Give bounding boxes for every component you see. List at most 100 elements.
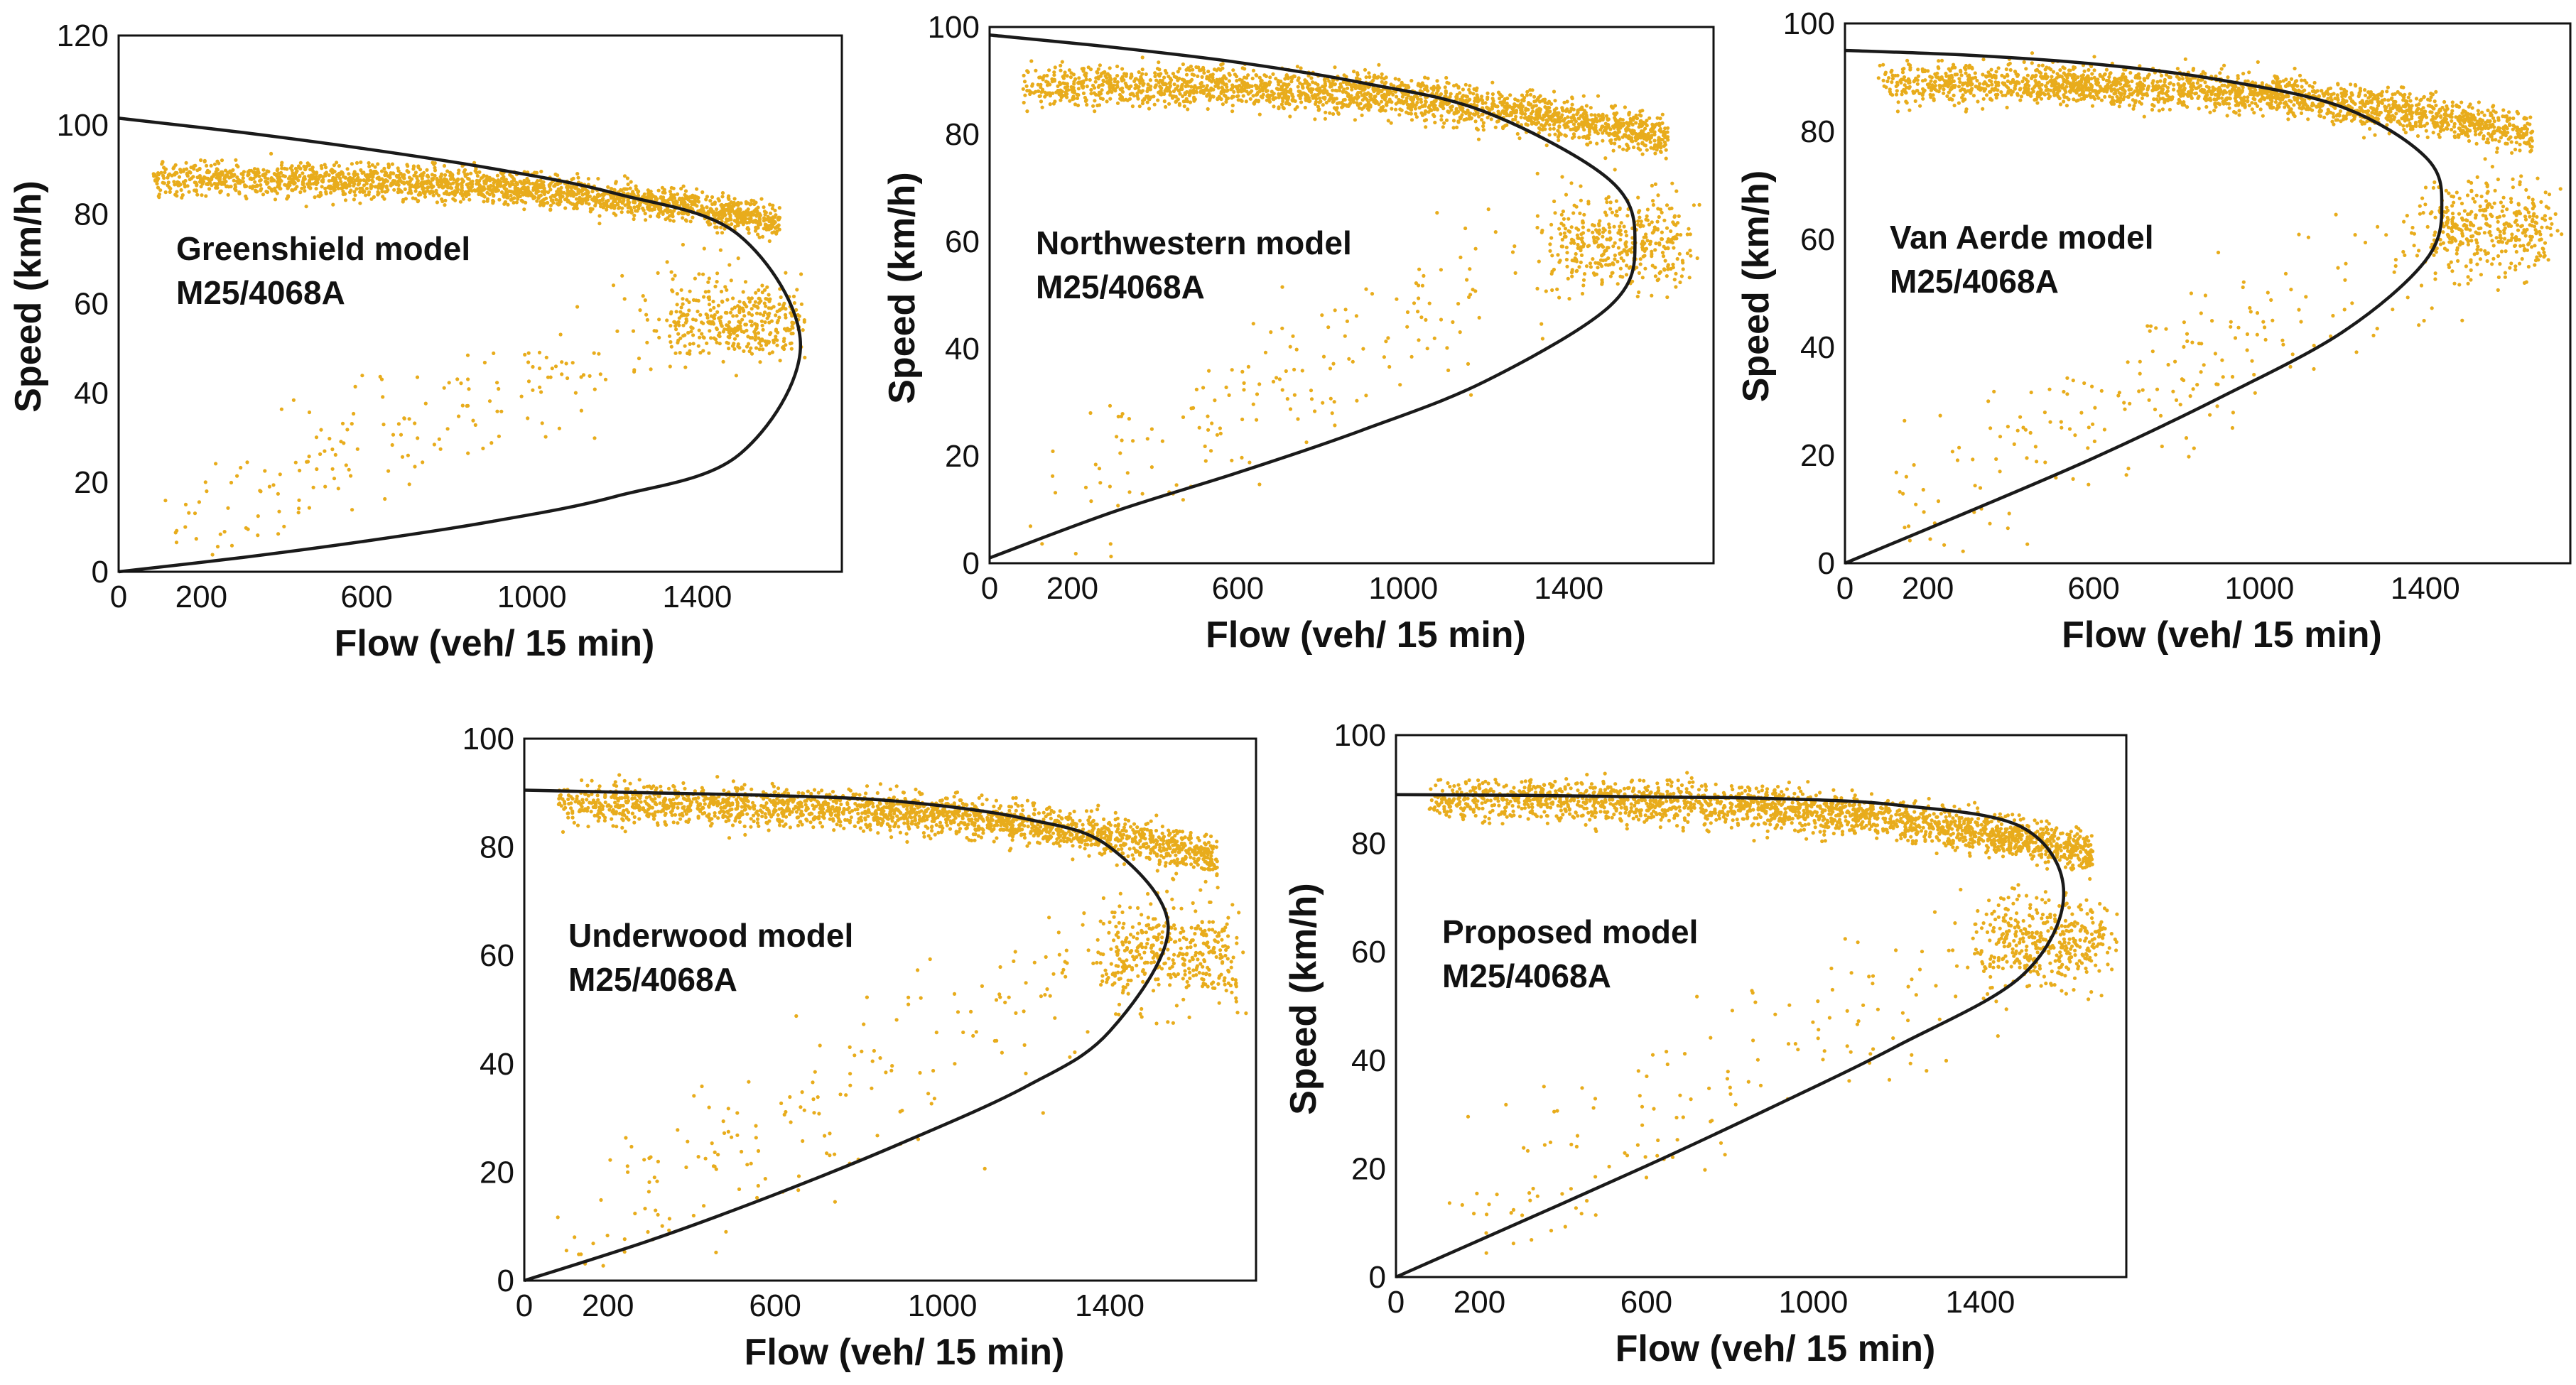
data-point <box>754 324 759 328</box>
data-point <box>238 181 242 185</box>
data-point <box>298 161 303 165</box>
data-point <box>373 185 377 189</box>
data-point <box>736 203 740 207</box>
data-point <box>416 165 421 170</box>
data-point <box>1323 80 1327 84</box>
data-point <box>1287 89 1291 94</box>
data-point <box>1098 63 1102 67</box>
data-point <box>681 323 686 327</box>
data-point <box>207 187 212 191</box>
data-point <box>702 246 706 251</box>
data-point <box>725 208 729 212</box>
data-point <box>1584 264 1589 268</box>
data-point <box>548 188 553 192</box>
data-point <box>1562 123 1566 127</box>
data-point <box>1332 400 1336 404</box>
data-point <box>1454 94 1459 99</box>
data-point <box>344 463 348 467</box>
data-point <box>1665 274 1669 278</box>
data-point <box>691 215 695 219</box>
data-point <box>396 187 401 191</box>
data-point <box>691 317 696 322</box>
data-point <box>616 202 620 207</box>
data-point <box>694 298 698 303</box>
data-point <box>1630 123 1635 127</box>
data-point <box>396 173 401 178</box>
data-point <box>1597 223 1601 228</box>
data-point <box>511 197 515 201</box>
data-point <box>328 437 332 441</box>
data-point <box>336 487 340 491</box>
data-point <box>768 332 772 337</box>
data-point <box>342 441 346 445</box>
data-point <box>1235 94 1240 99</box>
data-point <box>1571 127 1575 131</box>
data-point <box>487 399 492 403</box>
data-point <box>739 201 743 205</box>
data-point <box>1384 75 1388 80</box>
data-point <box>301 182 305 187</box>
data-point <box>1304 440 1309 445</box>
data-point <box>701 321 705 325</box>
data-point <box>1507 104 1511 109</box>
data-point <box>1480 118 1484 122</box>
data-point <box>756 331 761 335</box>
data-point <box>553 184 557 188</box>
data-point <box>1596 266 1600 270</box>
data-point <box>773 226 778 230</box>
data-point <box>382 166 386 170</box>
data-point <box>1544 289 1548 293</box>
data-point <box>455 183 460 187</box>
data-point <box>1083 99 1088 103</box>
data-point <box>1367 108 1371 112</box>
data-point <box>776 217 780 221</box>
data-point <box>1613 241 1617 245</box>
data-point <box>1445 80 1449 85</box>
data-point <box>628 186 632 190</box>
data-point <box>654 197 659 202</box>
data-point <box>1565 251 1569 255</box>
data-point <box>1486 207 1490 212</box>
data-point <box>1321 91 1326 95</box>
data-point <box>435 182 440 187</box>
data-point <box>187 511 191 515</box>
data-point <box>1524 107 1528 111</box>
data-point <box>1115 85 1120 89</box>
data-point <box>661 212 665 216</box>
data-point <box>1265 89 1270 93</box>
data-point <box>204 194 208 198</box>
data-point <box>220 173 224 177</box>
data-point <box>1317 107 1321 112</box>
data-point <box>355 161 359 165</box>
data-point <box>1525 89 1530 94</box>
data-point <box>747 312 751 316</box>
data-point <box>1149 427 1154 431</box>
data-point <box>1157 60 1161 65</box>
data-point <box>668 364 672 369</box>
data-point <box>308 168 313 172</box>
data-point <box>1028 524 1033 528</box>
data-point <box>1172 82 1176 87</box>
data-point <box>571 194 575 198</box>
data-point <box>586 177 591 181</box>
data-point <box>707 289 711 293</box>
data-point <box>1219 91 1223 95</box>
data-point <box>688 289 692 293</box>
data-point <box>157 192 161 197</box>
data-point <box>1546 109 1550 114</box>
data-point <box>1198 82 1203 86</box>
data-point <box>161 160 165 164</box>
data-point <box>396 422 401 426</box>
data-point <box>580 197 585 201</box>
data-point <box>680 200 684 204</box>
data-point <box>243 183 247 188</box>
data-point <box>767 352 772 356</box>
data-point <box>352 183 356 188</box>
data-point <box>1117 92 1122 97</box>
data-point <box>1300 369 1304 373</box>
data-point <box>276 176 280 180</box>
data-point <box>1313 93 1317 97</box>
data-point <box>675 303 679 307</box>
data-point <box>1655 148 1659 152</box>
data-point <box>1130 104 1135 109</box>
